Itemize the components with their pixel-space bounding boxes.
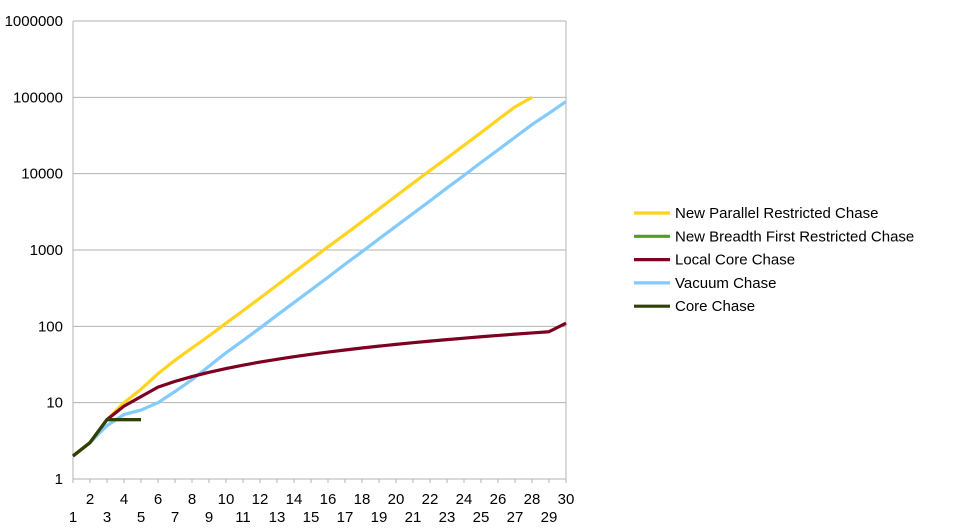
y-tick-label: 10000	[21, 166, 63, 183]
x-tick-label: 16	[320, 491, 337, 508]
y-tick-label: 100	[38, 318, 63, 335]
x-tick-label: 18	[354, 491, 371, 508]
x-tick-label: 2	[86, 491, 94, 508]
y-tick-label: 1000000	[5, 13, 63, 30]
x-tick-label: 27	[507, 509, 524, 524]
series-line-3	[72, 100, 567, 458]
gridlines	[73, 20, 566, 480]
x-tick-label: 17	[337, 509, 354, 524]
legend-label: Vacuum Chase	[675, 275, 776, 292]
series-line-0	[72, 95, 533, 458]
legend: New Parallel Restricted Chase New Breadth…	[634, 205, 914, 315]
x-tick-label: 26	[490, 491, 507, 508]
x-tick-label: 1	[69, 509, 77, 524]
series-line-4	[72, 418, 141, 458]
x-tick-label: 11	[235, 509, 251, 524]
x-tick-label: 3	[103, 509, 111, 524]
x-tick-label: 23	[439, 509, 456, 524]
x-tick-label: 21	[405, 509, 422, 524]
x-tick-label: 8	[188, 491, 196, 508]
x-tick-label: 15	[303, 509, 320, 524]
legend-label: Core Chase	[675, 298, 755, 315]
y-tick-label: 1	[55, 471, 63, 488]
x-tick-label: 10	[218, 491, 235, 508]
x-tick-label: 22	[422, 491, 439, 508]
y-tick-label: 1000	[30, 242, 63, 259]
x-tick-label: 4	[120, 491, 128, 508]
y-tick-label: 100000	[13, 89, 63, 106]
x-tick-label: 9	[205, 509, 213, 524]
legend-label: New Parallel Restricted Chase	[675, 205, 878, 222]
x-tick-label: 28	[524, 491, 541, 508]
x-tick-label: 13	[269, 509, 286, 524]
series-lines	[72, 95, 567, 458]
legend-label: Local Core Chase	[675, 252, 795, 269]
x-tick-label: 7	[171, 509, 179, 524]
x-tick-label: 20	[388, 491, 405, 508]
x-tick-label: 5	[137, 509, 145, 524]
x-tick-label: 12	[252, 491, 269, 508]
legend-label: New Breadth First Restricted Chase	[675, 228, 914, 245]
axes: 1101001000100001000001000000123456789101…	[5, 13, 575, 526]
x-tick-label: 14	[286, 491, 303, 508]
x-tick-label: 30	[558, 491, 575, 508]
series-line-2	[72, 321, 567, 458]
x-tick-label: 6	[154, 491, 162, 508]
x-tick-label: 29	[541, 509, 558, 524]
x-tick-label: 19	[371, 509, 388, 524]
y-tick-label: 10	[46, 395, 63, 412]
x-tick-label: 25	[473, 509, 490, 524]
x-tick-label: 24	[456, 491, 473, 508]
